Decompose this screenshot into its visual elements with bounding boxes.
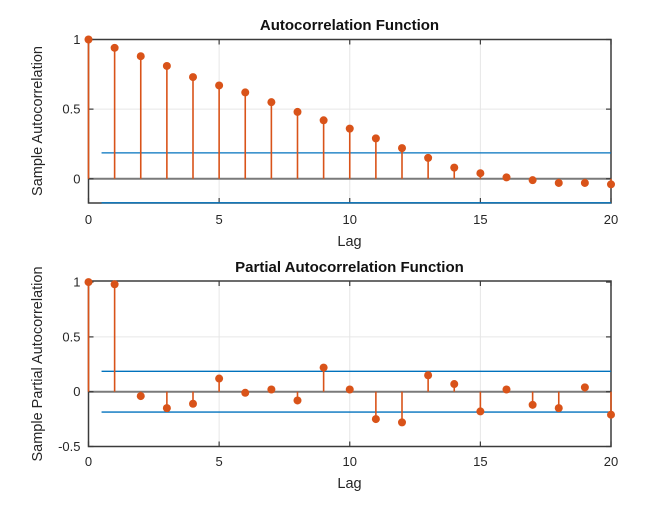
- acf-xtick-label: 0: [85, 212, 92, 227]
- pacf-marker-lag-4: [189, 399, 197, 408]
- pacf-xtick-label: 10: [343, 454, 357, 469]
- pacf-ytick-label: 0.5: [62, 329, 80, 344]
- pacf-ytick-label: 0: [73, 384, 80, 399]
- acf-ytick-label: 0.5: [62, 102, 80, 117]
- pacf-xtick-label: 0: [85, 454, 92, 469]
- acf-y-axis-label: Sample Autocorrelation: [30, 46, 46, 196]
- acf-marker-lag-13: [424, 153, 433, 162]
- pacf-xtick-label: 20: [604, 454, 618, 469]
- pacf-ytick-labels: -0.5 0 0.5 1: [58, 275, 80, 454]
- acf-marker-lag-8: [293, 107, 302, 116]
- acf-marker-lag-19: [580, 178, 589, 187]
- pacf-marker-lag-1: [110, 280, 119, 289]
- pacf-marker-lag-12: [398, 418, 406, 427]
- acf-marker-lag-20: [607, 180, 615, 189]
- pacf-marker-lag-19: [580, 383, 589, 392]
- pacf-marker-lag-15: [476, 407, 485, 416]
- acf-marker-lag-12: [398, 144, 406, 153]
- acf-marker-lag-0: [84, 35, 93, 44]
- pacf-stems: [84, 278, 615, 427]
- pacf-marker-lag-7: [267, 385, 276, 394]
- pacf-xtick-label: 5: [216, 454, 223, 469]
- acf-xtick-labels: 0 5 10 15 20: [85, 212, 618, 227]
- acf-marker-lag-6: [241, 88, 250, 97]
- pacf-xtick-labels: 0 5 10 15 20: [85, 454, 618, 469]
- pacf-marker-lag-14: [450, 380, 459, 389]
- pacf-marker-lag-17: [528, 400, 537, 409]
- acf-xtick-label: 5: [216, 212, 223, 227]
- acf-confidence-bounds: [101, 152, 611, 204]
- pacf-marker-lag-16: [502, 385, 511, 394]
- pacf-marker-lag-2: [136, 392, 145, 401]
- acf-marker-lag-9: [319, 116, 328, 125]
- acf-xtick-label: 20: [604, 212, 618, 227]
- pacf-marker-lag-18: [554, 404, 563, 413]
- pacf-marker-lag-20: [607, 410, 615, 419]
- acf-marker-lag-7: [267, 98, 276, 107]
- pacf-title: Partial Autocorrelation Function: [235, 259, 464, 276]
- pacf-confidence-bounds: [101, 370, 611, 413]
- acf-marker-lag-15: [476, 169, 485, 178]
- acf-marker-lag-11: [371, 134, 380, 143]
- pacf-grid: [88, 281, 611, 447]
- acf-marker-lag-1: [110, 43, 119, 52]
- acf-marker-lag-5: [215, 81, 224, 90]
- acf-marker-lag-2: [136, 52, 145, 61]
- pacf-y-axis-label: Sample Partial Autocorrelation: [30, 266, 46, 462]
- acf-marker-lag-3: [162, 61, 171, 70]
- pacf-marker-lag-0: [84, 278, 93, 287]
- acf-marker-lag-16: [502, 173, 511, 182]
- pacf-marker-lag-10: [345, 385, 354, 394]
- acf-xtick-label: 10: [343, 212, 357, 227]
- pacf-marker-lag-3: [162, 404, 171, 413]
- pacf-ytick-label: 1: [73, 275, 80, 290]
- pacf-marker-lag-11: [371, 415, 380, 424]
- acf-xtick-label: 15: [473, 212, 487, 227]
- pacf-marker-lag-13: [424, 371, 433, 380]
- pacf-ytick-label: -0.5: [58, 439, 80, 454]
- pacf-marker-lag-6: [241, 388, 250, 397]
- pacf-marker-lag-8: [293, 396, 302, 405]
- pacf-xtick-label: 15: [473, 454, 487, 469]
- acf-stems: [84, 35, 615, 189]
- acf-marker-lag-17: [528, 176, 537, 185]
- pacf-marker-lag-9: [319, 363, 328, 372]
- pacf-marker-lag-5: [215, 374, 224, 383]
- acf-title: Autocorrelation Function: [259, 17, 440, 34]
- pacf-tick-marks: [87, 281, 612, 448]
- acf-marker-lag-14: [450, 163, 459, 172]
- acf-ytick-label: 0: [73, 171, 80, 186]
- acf-ytick-labels: 00.51: [62, 32, 80, 186]
- acf-marker-lag-4: [189, 73, 197, 82]
- pacf-x-axis-label: Lag: [337, 476, 362, 492]
- acf-x-axis-label: Lag: [337, 234, 362, 250]
- acf-marker-lag-10: [345, 124, 354, 133]
- acf-ytick-label: 1: [73, 32, 80, 47]
- acf-marker-lag-18: [554, 178, 563, 187]
